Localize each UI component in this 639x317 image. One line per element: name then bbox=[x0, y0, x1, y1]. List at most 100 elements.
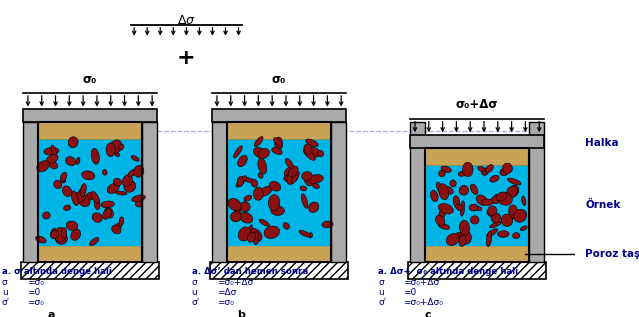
Ellipse shape bbox=[123, 175, 132, 187]
Ellipse shape bbox=[247, 232, 256, 242]
Ellipse shape bbox=[287, 173, 295, 185]
Text: σʹ: σʹ bbox=[192, 298, 200, 307]
Ellipse shape bbox=[109, 140, 122, 154]
Ellipse shape bbox=[284, 167, 297, 180]
Bar bbox=[425, 148, 529, 165]
Ellipse shape bbox=[507, 178, 521, 185]
Ellipse shape bbox=[236, 176, 247, 187]
Ellipse shape bbox=[235, 203, 241, 219]
Ellipse shape bbox=[43, 212, 50, 219]
Ellipse shape bbox=[115, 223, 121, 230]
Ellipse shape bbox=[309, 202, 319, 213]
Ellipse shape bbox=[469, 204, 478, 211]
Text: Poroz taş: Poroz taş bbox=[585, 249, 639, 259]
Ellipse shape bbox=[35, 236, 46, 243]
Bar bbox=[227, 122, 331, 262]
Ellipse shape bbox=[478, 166, 486, 172]
Ellipse shape bbox=[244, 195, 252, 201]
Ellipse shape bbox=[43, 147, 59, 155]
Ellipse shape bbox=[76, 158, 80, 165]
Ellipse shape bbox=[54, 180, 62, 189]
Ellipse shape bbox=[302, 171, 312, 180]
Ellipse shape bbox=[486, 165, 493, 172]
Ellipse shape bbox=[438, 170, 445, 177]
Text: =σ₀: =σ₀ bbox=[217, 298, 234, 307]
Ellipse shape bbox=[258, 173, 263, 178]
Ellipse shape bbox=[264, 226, 280, 238]
Text: =σ₀: =σ₀ bbox=[27, 298, 44, 307]
Ellipse shape bbox=[470, 216, 479, 224]
Ellipse shape bbox=[228, 198, 242, 210]
Ellipse shape bbox=[439, 208, 445, 219]
Ellipse shape bbox=[119, 144, 124, 150]
Text: σ₀: σ₀ bbox=[272, 73, 286, 86]
Ellipse shape bbox=[102, 170, 107, 175]
Bar bbox=[38, 139, 142, 246]
Ellipse shape bbox=[91, 191, 100, 204]
Ellipse shape bbox=[494, 194, 500, 198]
Ellipse shape bbox=[131, 156, 139, 161]
Bar bbox=[24, 122, 38, 262]
Text: =Δσ: =Δσ bbox=[217, 288, 236, 297]
Ellipse shape bbox=[128, 169, 137, 177]
Ellipse shape bbox=[50, 228, 56, 237]
Ellipse shape bbox=[124, 181, 135, 192]
Bar bbox=[210, 262, 348, 279]
Ellipse shape bbox=[275, 137, 282, 150]
Ellipse shape bbox=[486, 231, 492, 247]
Ellipse shape bbox=[81, 184, 86, 197]
Text: =σ₀+Δσ: =σ₀+Δσ bbox=[403, 278, 440, 287]
Text: u: u bbox=[192, 288, 197, 297]
Ellipse shape bbox=[438, 223, 450, 230]
Text: a. σ altında denge hali: a. σ altında denge hali bbox=[2, 267, 112, 276]
Ellipse shape bbox=[240, 212, 253, 223]
Ellipse shape bbox=[509, 185, 519, 196]
Bar bbox=[408, 262, 546, 279]
Bar bbox=[227, 122, 331, 139]
Ellipse shape bbox=[64, 205, 71, 210]
Ellipse shape bbox=[498, 231, 509, 237]
Ellipse shape bbox=[502, 163, 512, 174]
Ellipse shape bbox=[459, 220, 470, 235]
Ellipse shape bbox=[105, 207, 113, 218]
Ellipse shape bbox=[455, 232, 464, 241]
Ellipse shape bbox=[107, 183, 119, 194]
Ellipse shape bbox=[101, 201, 114, 208]
Ellipse shape bbox=[512, 233, 520, 239]
Ellipse shape bbox=[489, 221, 502, 228]
Ellipse shape bbox=[481, 168, 488, 175]
Ellipse shape bbox=[132, 195, 146, 202]
Text: u: u bbox=[2, 288, 8, 297]
Bar bbox=[529, 122, 544, 262]
Ellipse shape bbox=[304, 173, 314, 186]
Ellipse shape bbox=[60, 172, 67, 182]
Ellipse shape bbox=[254, 137, 263, 147]
Ellipse shape bbox=[259, 219, 270, 226]
Text: σʹ: σʹ bbox=[2, 298, 10, 307]
Ellipse shape bbox=[254, 147, 266, 158]
Ellipse shape bbox=[250, 229, 262, 241]
Ellipse shape bbox=[509, 210, 515, 222]
Ellipse shape bbox=[79, 189, 84, 195]
Ellipse shape bbox=[304, 144, 312, 154]
Bar bbox=[425, 148, 529, 262]
Ellipse shape bbox=[289, 173, 295, 179]
Ellipse shape bbox=[470, 184, 478, 195]
Ellipse shape bbox=[309, 233, 312, 238]
Ellipse shape bbox=[463, 162, 473, 177]
Ellipse shape bbox=[238, 155, 247, 167]
Bar bbox=[410, 135, 544, 148]
Ellipse shape bbox=[36, 161, 49, 172]
Ellipse shape bbox=[49, 161, 58, 169]
Ellipse shape bbox=[115, 152, 119, 157]
Text: a: a bbox=[47, 310, 55, 317]
Text: σ: σ bbox=[378, 278, 384, 287]
Ellipse shape bbox=[61, 228, 66, 238]
Ellipse shape bbox=[106, 143, 116, 157]
Ellipse shape bbox=[509, 205, 518, 219]
Ellipse shape bbox=[231, 212, 242, 222]
Ellipse shape bbox=[299, 230, 311, 237]
Text: c: c bbox=[424, 310, 431, 317]
Bar bbox=[24, 109, 157, 122]
Ellipse shape bbox=[51, 145, 57, 160]
